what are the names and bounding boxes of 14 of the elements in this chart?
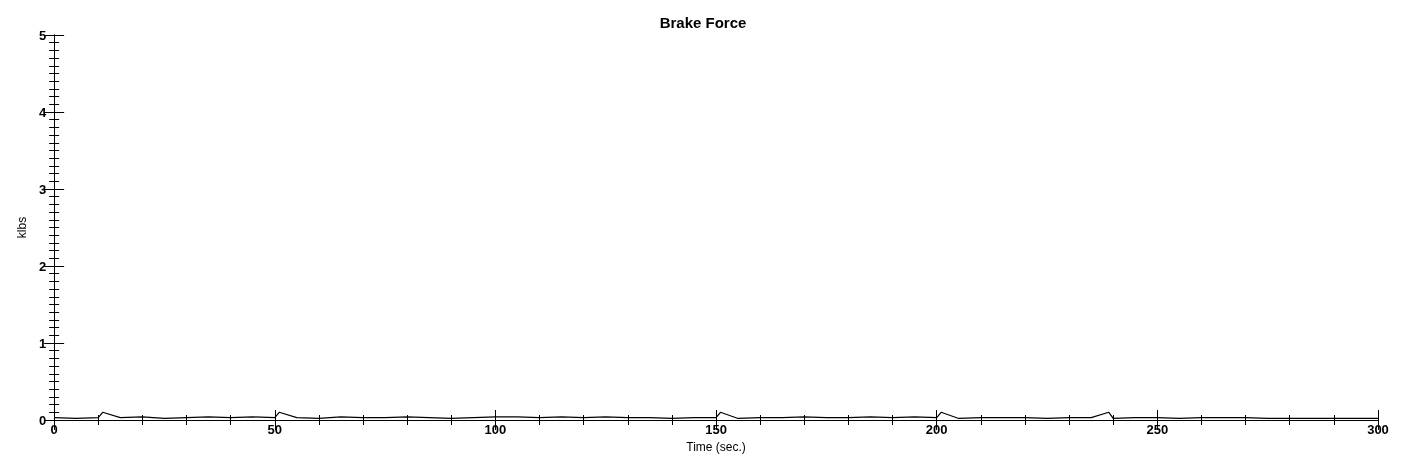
y-axis-title: klbs xyxy=(15,216,29,239)
chart-title: Brake Force xyxy=(659,14,747,31)
y-tick-label: 5 xyxy=(38,27,47,43)
y-tick-label: 4 xyxy=(38,104,47,120)
x-tick-label: 200 xyxy=(925,422,948,437)
x-axis-title: Time (sec.) xyxy=(686,439,746,454)
y-tick-label: 1 xyxy=(38,335,47,351)
x-tick-label: 100 xyxy=(484,422,507,437)
y-tick-label: 2 xyxy=(38,258,47,274)
x-tick-label: 250 xyxy=(1146,422,1169,437)
x-tick-label: 300 xyxy=(1367,422,1389,437)
x-tick-label: 150 xyxy=(705,422,727,437)
y-tick-label: 3 xyxy=(38,181,47,197)
x-tick-label: 50 xyxy=(267,422,283,437)
